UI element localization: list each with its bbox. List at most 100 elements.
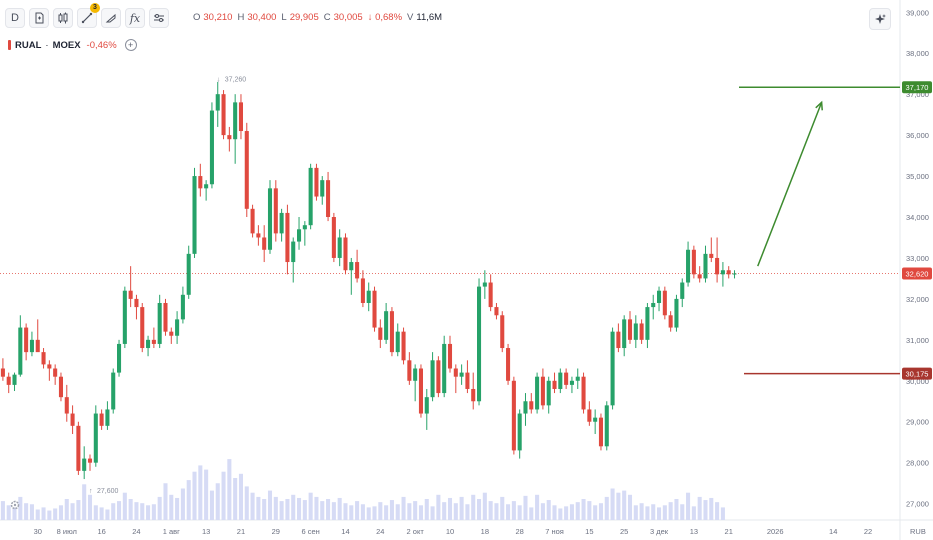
candle-body xyxy=(395,331,400,353)
add-symbol-icon[interactable]: + xyxy=(124,39,137,51)
stop-price-tag xyxy=(902,367,932,380)
volume-bar xyxy=(674,499,679,520)
candle-body xyxy=(250,208,255,234)
candle-body xyxy=(244,131,249,209)
candle-body xyxy=(465,372,470,389)
settings-sliders-button[interactable] xyxy=(149,8,169,28)
candle-body xyxy=(686,249,691,283)
volume-bar xyxy=(99,507,104,520)
volume-bar xyxy=(610,488,615,520)
time-tick-label: 8 июл xyxy=(57,527,77,536)
time-tick-label: 1 авг xyxy=(163,527,180,536)
candle-body xyxy=(140,307,145,349)
volume-bar xyxy=(558,508,563,520)
volume-bar xyxy=(477,499,482,520)
candle-body xyxy=(459,372,464,377)
time-tick-label: 6 сен xyxy=(301,527,319,536)
volume-bar xyxy=(651,504,656,520)
price-tick-label: 31,000 xyxy=(906,336,929,345)
candle-body xyxy=(697,274,702,279)
volume-bar xyxy=(639,503,644,520)
candle-body xyxy=(627,319,633,340)
candle-body xyxy=(93,413,98,463)
candle-body xyxy=(198,176,203,189)
candle-body xyxy=(691,249,696,275)
volume-bar xyxy=(442,502,447,520)
candle-body xyxy=(331,217,336,258)
candle-body xyxy=(569,380,574,385)
volume-bar xyxy=(662,505,667,520)
candle-body xyxy=(558,372,563,389)
volume-bar xyxy=(488,501,493,520)
indicators-button[interactable]: fx xyxy=(125,8,145,28)
candle-body xyxy=(703,253,708,279)
volume-bar xyxy=(569,504,574,520)
candle-body xyxy=(511,380,516,451)
low-value: 29,905 xyxy=(289,12,319,23)
candle-body xyxy=(192,176,197,254)
candle-body xyxy=(111,372,116,410)
volume-bar xyxy=(117,501,122,520)
candle-body xyxy=(604,405,609,447)
low-label: L xyxy=(281,12,287,23)
volume-bar xyxy=(407,503,412,520)
symbol-name: RUAL xyxy=(15,39,42,51)
volume-bar xyxy=(465,504,470,520)
volume-bar xyxy=(64,499,69,520)
last-price-tag-label: 32,620 xyxy=(906,270,929,279)
volume-bar xyxy=(686,492,691,520)
volume-bar xyxy=(593,505,598,520)
candle-body xyxy=(715,257,720,275)
close-label: C xyxy=(323,12,331,23)
candle-body xyxy=(633,323,638,340)
candle-body xyxy=(488,282,493,308)
gear-icon xyxy=(10,500,20,510)
volume-bar xyxy=(552,505,557,520)
volume-bar xyxy=(506,504,511,520)
volume-bar xyxy=(622,490,627,520)
volume-bar xyxy=(82,484,87,520)
volume-bar xyxy=(633,505,638,520)
candle-body xyxy=(477,286,482,402)
volume-bar xyxy=(598,503,603,520)
volume-bar xyxy=(337,497,342,520)
chart-type-button[interactable] xyxy=(53,8,73,28)
volume-bar xyxy=(291,494,296,520)
ruler-button[interactable] xyxy=(101,8,121,28)
volume-bar xyxy=(128,499,133,520)
drawings-button[interactable]: 3 xyxy=(77,3,100,28)
candle-body xyxy=(517,413,522,451)
candle-body xyxy=(657,290,662,303)
candle-body xyxy=(506,348,511,381)
candle-body xyxy=(291,241,296,263)
timeframe-button[interactable]: D xyxy=(5,8,25,28)
time-tick-label: 21 xyxy=(237,527,245,536)
candle-body xyxy=(256,233,261,238)
low-marker-label: 27,600 xyxy=(97,488,119,495)
volume-label: V xyxy=(407,12,414,23)
volume-bar xyxy=(285,499,290,520)
compare-button[interactable] xyxy=(29,8,49,28)
volume-bar xyxy=(355,501,360,520)
candle-body xyxy=(175,319,180,336)
volume-bar xyxy=(424,499,429,520)
time-tick-label: 30 xyxy=(34,527,42,536)
candle-body xyxy=(146,339,151,349)
volume-bar xyxy=(175,497,180,520)
candle-body xyxy=(366,290,371,303)
symbol-legend[interactable]: RUAL · MOEX -0,46% + xyxy=(8,39,137,51)
candle-body xyxy=(76,425,81,471)
ai-assistant-button[interactable] xyxy=(869,8,891,30)
chart-settings-button[interactable] xyxy=(5,495,25,515)
symbol-change: -0,46% xyxy=(86,39,117,51)
volume-bar xyxy=(314,496,319,520)
candle-body xyxy=(494,307,499,316)
candle-body xyxy=(64,397,69,414)
price-tick-label: 33,000 xyxy=(906,254,929,263)
time-tick-label: 24 xyxy=(376,527,384,536)
candle-body xyxy=(82,458,87,471)
volume-bar xyxy=(215,483,220,520)
price-tick-label: 35,000 xyxy=(906,172,929,181)
price-tick-label: 39,000 xyxy=(906,8,929,17)
